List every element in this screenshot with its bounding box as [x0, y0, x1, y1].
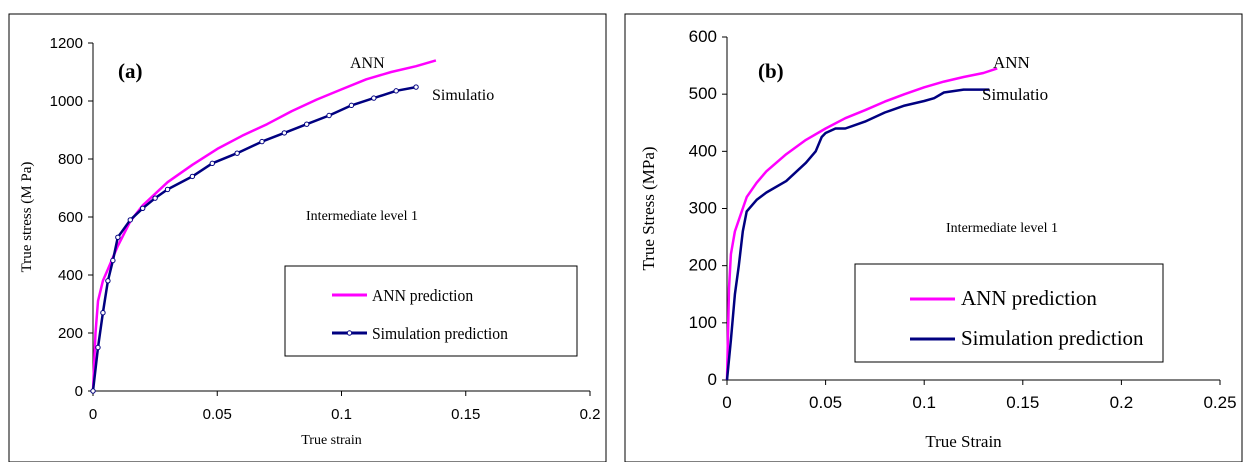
y-tick-label: 400: [689, 141, 717, 160]
series-point: [281, 130, 288, 136]
series-point: [164, 186, 171, 193]
series-point: [110, 257, 116, 264]
series-line-ann: [91, 59, 437, 392]
y-tick-label: 800: [58, 151, 83, 168]
y-tick-label: 600: [58, 209, 83, 226]
x-tick-label: 0.15: [451, 406, 480, 423]
series-point: [234, 150, 240, 156]
chart-annotation: Intermediate level 1: [946, 221, 1058, 236]
series-point: [115, 234, 121, 241]
y-tick-label: 500: [689, 84, 717, 103]
series-point: [209, 160, 215, 167]
series-end-label: ANN: [993, 53, 1030, 72]
series-point: [393, 88, 399, 94]
series-point: [326, 112, 332, 119]
x-tick-label: 0.05: [203, 406, 232, 423]
series-end-label: Simulatio: [982, 85, 1048, 104]
chart-panel-a: 0 200 400 600 800 1000 1200 0 0.05 0.1 0.15 0.2 True…: [8, 13, 607, 462]
legend-label: Simulation prediction: [372, 323, 508, 343]
x-tick-label: 0: [89, 406, 97, 423]
legend-label: ANN prediction: [372, 285, 473, 305]
series-point: [127, 217, 133, 223]
x-tick-label: 0.05: [809, 393, 842, 412]
y-tick-label: 0: [708, 370, 717, 389]
series-point: [90, 388, 96, 394]
legend-box: [284, 265, 578, 357]
y-tick-label: 200: [58, 325, 83, 342]
series-point: [371, 95, 377, 101]
y-axis-title: True Stress (MPa): [639, 146, 658, 270]
legend-marker: [346, 330, 353, 336]
x-tick-label: 0.2: [580, 406, 601, 423]
series-point: [304, 121, 310, 127]
legend: ANN prediction Simulation prediction: [284, 265, 578, 357]
series-end-label: ANN: [350, 55, 385, 72]
series-point: [105, 278, 111, 284]
y-tick-label: 200: [689, 256, 717, 275]
series-point: [413, 84, 419, 90]
series-point: [140, 205, 146, 212]
panel-label: (b): [758, 59, 784, 83]
legend-label: Simulation prediction: [961, 326, 1144, 350]
series-line-ann: [725, 67, 998, 381]
x-tick-label: 0.1: [331, 406, 352, 423]
x-tick-label: 0.1: [912, 393, 936, 412]
y-tick-label: 300: [689, 199, 717, 218]
series-point: [259, 138, 265, 145]
series-point: [189, 173, 196, 180]
y-tick-label: 400: [58, 267, 83, 284]
y-tick-label: 1000: [50, 93, 83, 110]
legend-box: [854, 263, 1164, 363]
chart-annotation: Intermediate level 1: [306, 209, 418, 224]
x-axis-title: True Strain: [925, 432, 1002, 451]
series-end-label: Simulatio: [432, 87, 494, 104]
chart-frame: [624, 13, 1243, 462]
x-tick-label: 0: [722, 393, 731, 412]
x-tick-label: 0.15: [1006, 393, 1039, 412]
chart-frame: [8, 13, 607, 462]
series-point: [152, 195, 158, 201]
y-tick-label: 600: [689, 27, 717, 46]
y-tick-label: 1200: [50, 35, 83, 52]
legend-label: ANN prediction: [961, 286, 1097, 310]
series-line-simulation: [725, 88, 990, 381]
series-point: [100, 310, 106, 316]
y-tick-label: 0: [75, 383, 83, 400]
series-point: [95, 344, 101, 351]
series-point: [348, 102, 355, 109]
x-tick-label: 0.25: [1203, 393, 1236, 412]
x-tick-label: 0.2: [1110, 393, 1134, 412]
x-axis-title: True strain: [301, 433, 362, 448]
legend: ANN prediction Simulation prediction: [854, 263, 1164, 363]
chart-panel-b: 0 100 200 300 400 500 600 0 0.05 0.1 0.15 0.2 0.25 Tr…: [624, 13, 1243, 462]
panel-label: (a): [118, 59, 143, 83]
y-axis-title: True stress (M Pa): [19, 162, 35, 273]
y-tick-label: 100: [689, 313, 717, 332]
